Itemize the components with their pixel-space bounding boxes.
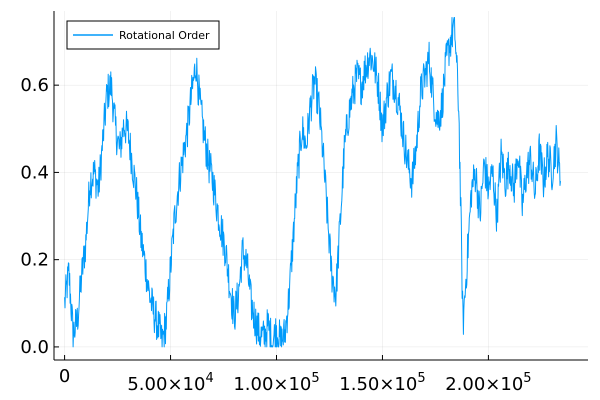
y-tick-label: 0.4 [20, 162, 49, 183]
x-tick-label: 1.50×105 [339, 371, 425, 395]
x-tick-base: 1.50×10 [339, 374, 417, 395]
plot-frame [53, 11, 588, 361]
legend-label: Rotational Order [119, 29, 210, 42]
x-tick-label: 5.00×104 [127, 371, 213, 395]
series-line [64, 17, 561, 348]
x-tick-label: 1.00×105 [233, 371, 319, 395]
x-tick-label: 2.00×105 [445, 371, 531, 395]
x-tick-exponent: 5 [523, 371, 531, 386]
x-ticks: 0 5.00×104 1.00×105 1.50×105 2.00×105 [59, 355, 532, 395]
y-tick-label: 0.2 [20, 250, 49, 271]
y-ticks: 0.0 0.2 0.4 0.6 [20, 75, 59, 358]
x-tick-exponent: 5 [417, 371, 425, 386]
x-tick-label: 0 [59, 366, 70, 387]
x-tick-exponent: 4 [205, 371, 213, 386]
x-tick-exponent: 5 [311, 371, 319, 386]
legend: Rotational Order [66, 20, 220, 50]
x-tick-base: 5.00×10 [127, 374, 205, 395]
x-tick-base: 0 [59, 366, 70, 387]
x-tick-base: 1.00×10 [233, 374, 311, 395]
y-tick-label: 0.6 [20, 75, 49, 96]
x-tick-base: 2.00×10 [445, 374, 523, 395]
series-group [64, 17, 561, 348]
y-tick-label: 0.0 [20, 337, 49, 358]
